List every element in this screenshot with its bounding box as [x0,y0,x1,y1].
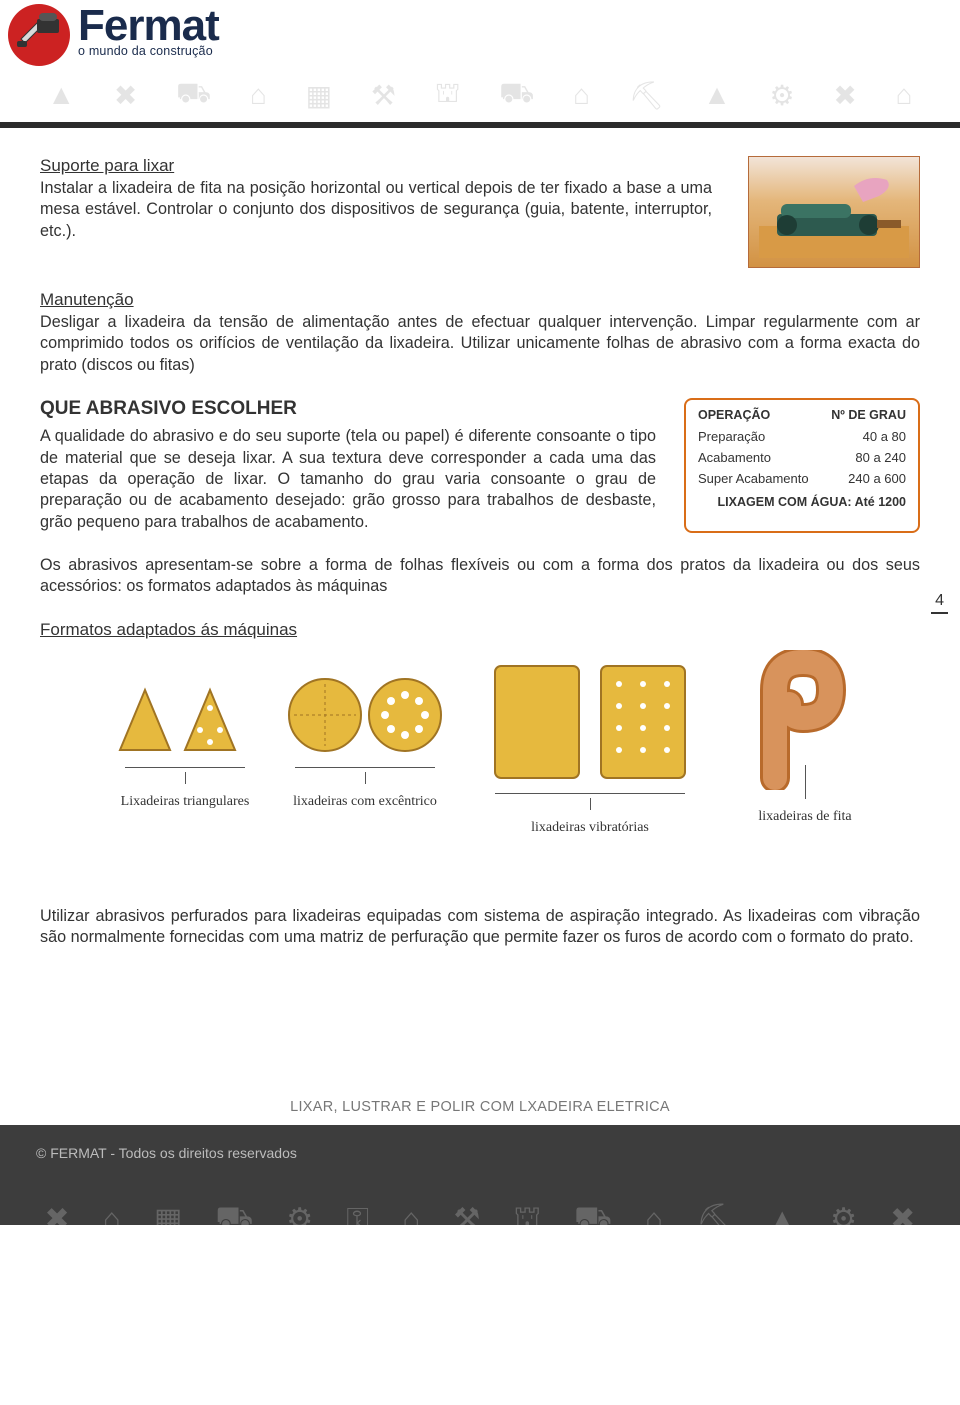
footer-icon-strip: ✖⌂▦⛟⚙⚿⌂ ⚒⛫⛟⌂⛏▲⚙✖ [0,1197,960,1225]
header-icon-strip: ▲✖⛟⌂▦⚒⛫ ⛟⌂⛏▲⚙✖⌂ [0,74,960,116]
formats-diagram: Lixadeiras triangulares [40,650,920,860]
page-number: 4 [931,592,948,614]
grit-r2c2: 80 a 240 [822,447,906,468]
grit-th2: Nº DE GRAU [822,408,906,426]
section-c-title: QUE ABRASIVO ESCOLHER [40,398,656,420]
logo: Fermat o mundo da construção [8,4,219,66]
grit-r1c2: 40 a 80 [822,426,906,447]
section-c-text: A qualidade do abrasivo e do seu suporte… [40,426,656,533]
grit-r2c1: Acabamento [698,447,822,468]
diagram-label-excentrico: lixadeiras com excêntrico [280,794,450,810]
logo-mark [8,4,70,66]
section-a-title: Suporte para lixar [40,156,712,176]
para-d: Os abrasivos apresentam-se sobre a forma… [40,555,920,598]
grit-r1c1: Preparação [698,426,822,447]
page-footer: © FERMAT - Todos os direitos reservados … [0,1125,960,1225]
page-header: Fermat o mundo da construção ▲✖⛟⌂▦⚒⛫ ⛟⌂⛏… [0,0,960,128]
brand-name: Fermat [78,6,219,46]
section-a-text: Instalar a lixadeira de fita na posição … [40,178,712,242]
para-f: Utilizar abrasivos perfurados para lixad… [40,906,920,949]
diagram-label-fita: lixadeiras de fita [730,809,880,825]
grit-r3c1: Super Acabamento [698,468,822,489]
brand-tagline: o mundo da construção [78,44,219,58]
grit-th1: OPERAÇÃO [698,408,822,426]
grit-r3c2: 240 a 600 [822,468,906,489]
footer-copyright: © FERMAT - Todos os direitos reservados [0,1125,960,1161]
section-e-title: Formatos adaptados ás máquinas [40,620,920,640]
grit-footnote: LIXAGEM COM ÁGUA: Até 1200 [698,489,906,512]
diagram-label-vibratorias: lixadeiras vibratórias [480,820,700,836]
footer-caption: LIXAR, LUSTRAR E POLIR COM LXADEIRA ELET… [40,1099,920,1115]
section-b-text: Desligar a lixadeira da tensão de alimen… [40,312,920,376]
grit-table: OPERAÇÃO Nº DE GRAU Preparação 40 a 80 A… [684,398,920,533]
diagram-label-triangular: Lixadeiras triangulares [110,794,260,810]
section-b-title: Manutenção [40,290,920,310]
sander-illustration [748,156,920,268]
